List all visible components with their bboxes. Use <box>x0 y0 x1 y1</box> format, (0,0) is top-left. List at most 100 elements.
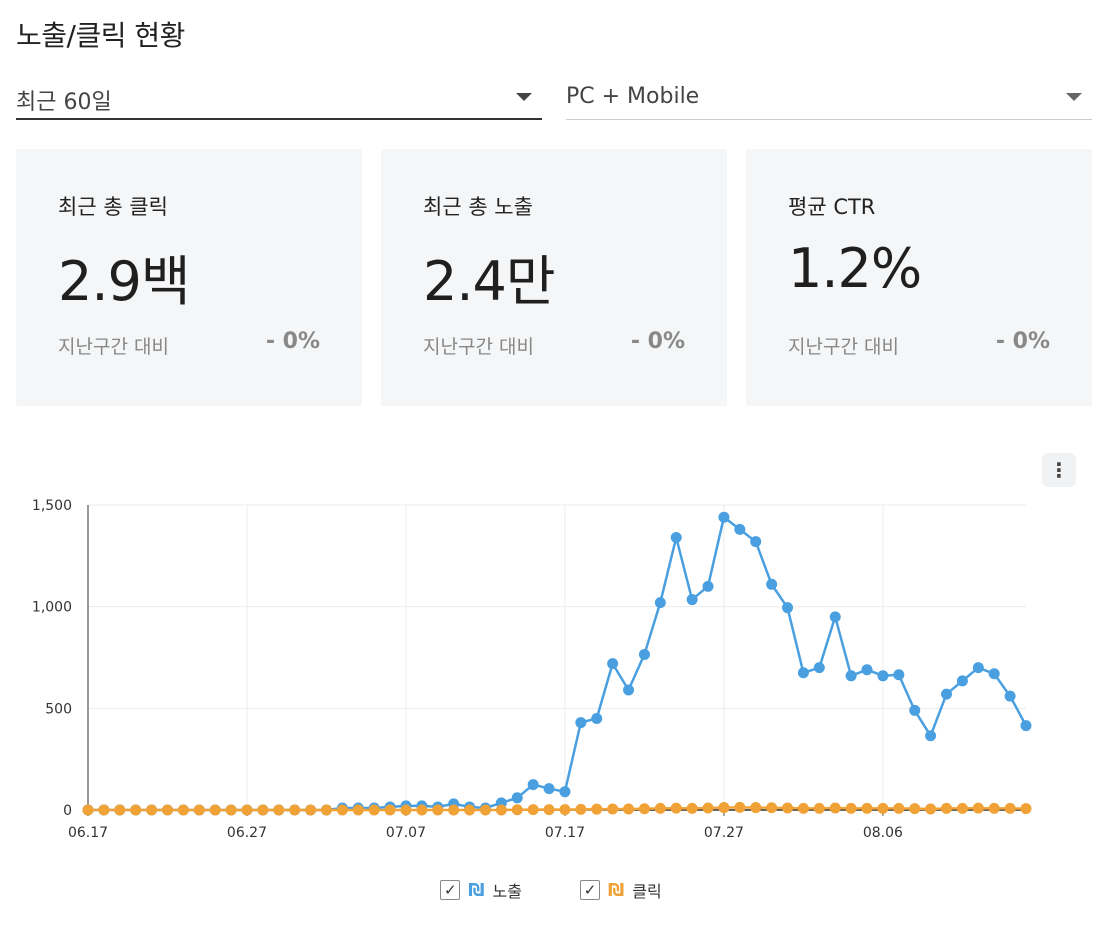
data-point <box>861 664 873 676</box>
legend-item-impressions[interactable]: ✓ ₪ 노출 <box>440 878 522 902</box>
data-point <box>495 804 507 816</box>
data-point <box>511 792 523 804</box>
data-point <box>829 802 841 814</box>
data-point <box>623 684 635 696</box>
x-tick-label: 08.06 <box>863 825 903 841</box>
series-line-impressions <box>88 515 1028 812</box>
data-point <box>654 597 666 609</box>
card-delta: - 0% <box>630 329 685 354</box>
caret-down-icon <box>1066 93 1082 101</box>
legend-label: 노출 <box>492 882 522 901</box>
period-select[interactable]: 최근 60일 <box>16 76 542 120</box>
data-point <box>956 675 968 687</box>
more-vertical-icon[interactable]: ⋮ <box>1042 453 1076 487</box>
legend-item-clicks[interactable]: ✓ ₪ 클릭 <box>580 878 662 902</box>
data-point <box>305 804 317 816</box>
data-point <box>575 717 587 729</box>
data-point <box>591 713 603 724</box>
chart-legend: ✓ ₪ 노출 ✓ ₪ 클릭 <box>0 878 1102 902</box>
data-point <box>797 802 809 814</box>
data-point <box>607 803 619 815</box>
data-point <box>209 804 221 816</box>
page-title: 노출/클릭 현황 <box>16 19 185 52</box>
series-symbol-icon: ₪ <box>468 879 485 901</box>
data-point <box>750 536 762 548</box>
data-point <box>559 786 571 798</box>
data-point <box>1004 802 1016 814</box>
card-label: 최근 총 노출 <box>423 195 533 219</box>
data-point <box>575 803 587 815</box>
data-point <box>893 669 905 681</box>
data-point <box>845 802 857 814</box>
data-point <box>718 802 730 814</box>
checkbox-checked-icon[interactable]: ✓ <box>580 880 600 900</box>
data-point <box>941 688 953 700</box>
data-point <box>368 804 380 816</box>
data-point <box>257 804 269 816</box>
card-label: 최근 총 클릭 <box>58 195 168 219</box>
data-point <box>718 511 730 523</box>
data-point <box>82 804 94 816</box>
device-select[interactable]: PC + Mobile <box>566 76 1092 120</box>
data-point <box>813 662 825 674</box>
data-point <box>98 804 110 816</box>
data-point <box>320 804 332 816</box>
data-point <box>766 578 778 590</box>
data-point <box>289 804 301 816</box>
data-point <box>146 804 158 816</box>
data-point <box>909 803 921 815</box>
x-tick-label: 07.17 <box>545 825 585 841</box>
data-point <box>559 804 571 816</box>
x-tick-label: 06.17 <box>68 825 108 841</box>
data-point <box>1020 720 1032 732</box>
data-point <box>956 802 968 814</box>
data-point <box>527 804 539 816</box>
period-select-value: 최근 60일 <box>16 90 112 115</box>
card-label: 평균 CTR <box>788 195 876 219</box>
data-point <box>161 804 173 816</box>
data-point <box>925 730 937 742</box>
data-point <box>766 802 778 814</box>
legend-label: 클릭 <box>632 882 662 901</box>
data-point <box>479 804 491 816</box>
data-point <box>654 802 666 814</box>
data-point <box>734 523 746 535</box>
data-point <box>734 801 746 813</box>
line-chart: 0 500 1,000 1,500 06.17 06.27 07.07 07.17 07.27 0… <box>32 498 1032 841</box>
data-point <box>241 804 253 816</box>
data-point <box>114 804 126 816</box>
data-point <box>1020 803 1032 815</box>
data-point <box>1004 690 1016 702</box>
data-point <box>877 802 889 814</box>
data-point <box>623 803 635 815</box>
caret-down-icon <box>516 93 532 101</box>
data-point <box>273 804 285 816</box>
data-point <box>941 802 953 814</box>
data-point <box>543 804 555 816</box>
data-point <box>782 802 794 814</box>
data-point <box>972 662 984 674</box>
card-delta: - 0% <box>265 329 320 354</box>
data-point <box>925 803 937 815</box>
data-point <box>972 802 984 814</box>
data-point <box>638 803 650 815</box>
data-point <box>797 667 809 679</box>
data-point <box>384 804 396 816</box>
card-value: 2.4만 <box>423 250 556 313</box>
data-point <box>464 804 476 816</box>
data-point <box>750 802 762 814</box>
card-value: 1.2% <box>788 237 922 300</box>
data-point <box>591 803 603 815</box>
data-point <box>893 802 905 814</box>
checkbox-checked-icon[interactable]: ✓ <box>440 880 461 900</box>
data-point <box>861 802 873 814</box>
data-point <box>813 802 825 814</box>
data-point <box>193 804 205 816</box>
data-point <box>607 658 619 670</box>
data-point <box>877 670 889 682</box>
data-point <box>177 804 189 816</box>
data-point <box>670 802 682 814</box>
data-point <box>336 804 348 816</box>
summary-card-clicks: 최근 총 클릭 2.9백 지난구간 대비 - 0% <box>16 149 362 406</box>
summary-card-ctr: 평균 CTR 1.2% 지난구간 대비 - 0% <box>746 149 1092 406</box>
